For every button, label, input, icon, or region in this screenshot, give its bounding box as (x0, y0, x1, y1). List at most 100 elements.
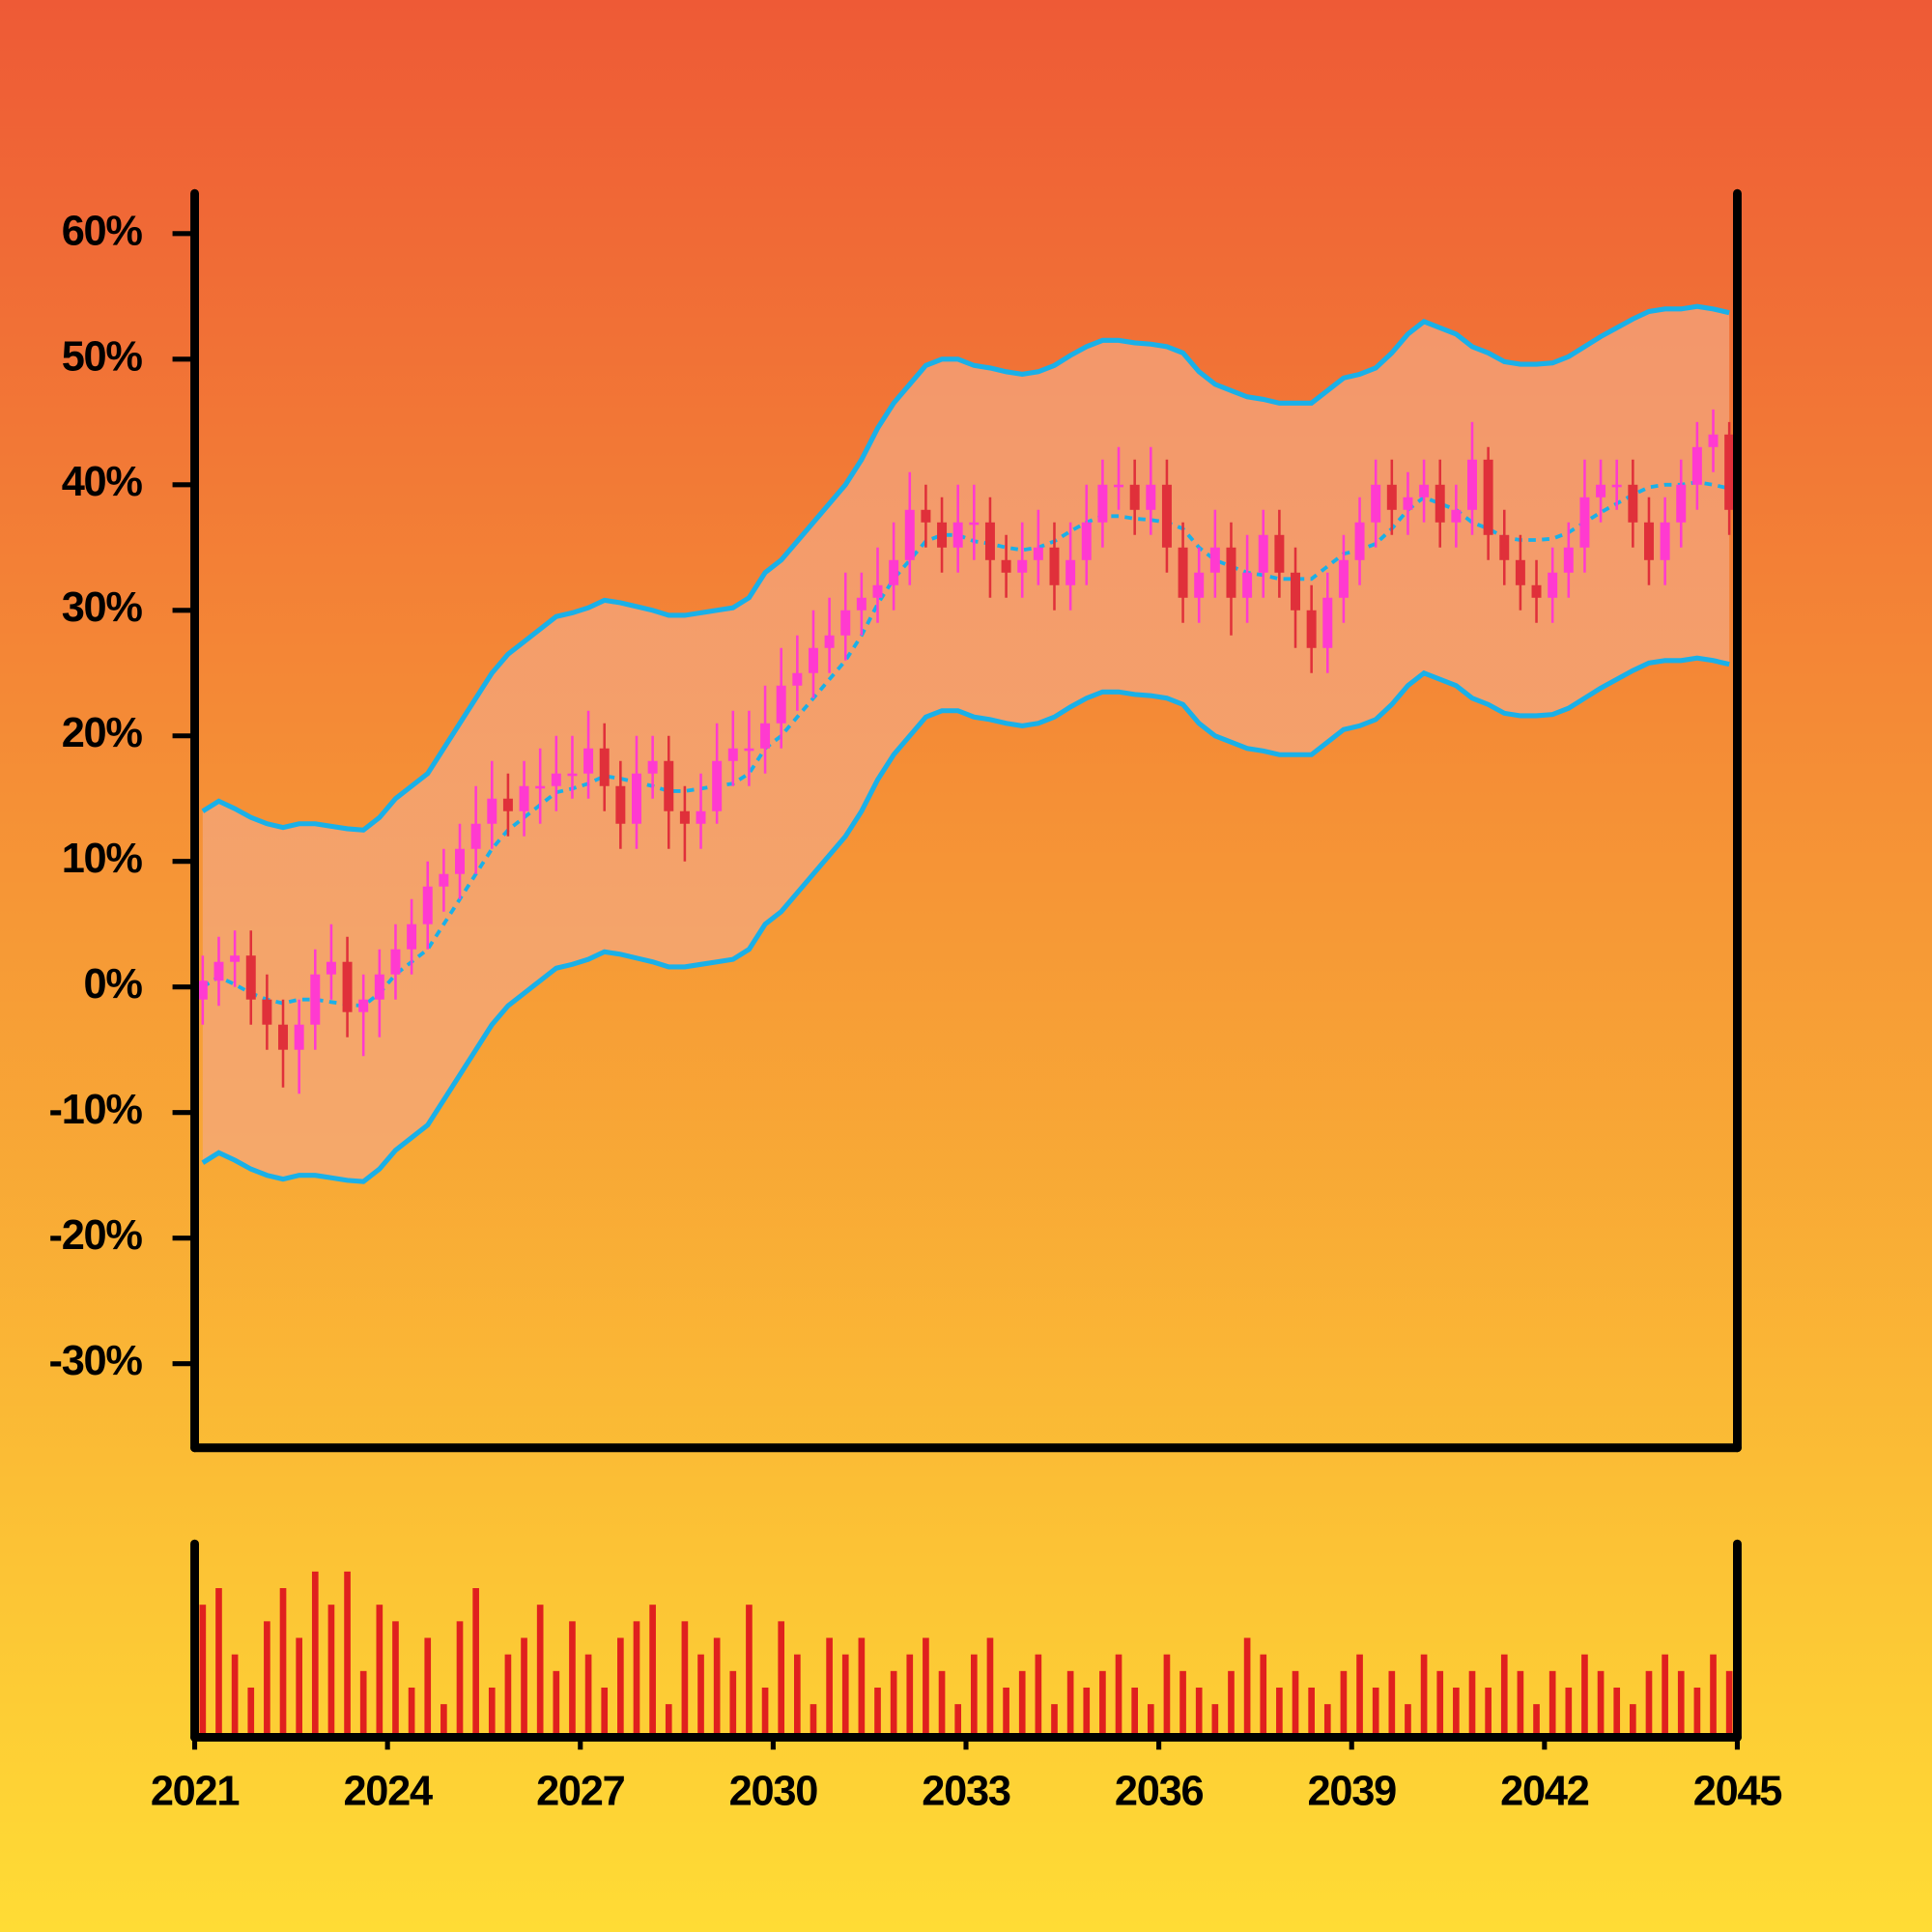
candle-body (1596, 484, 1606, 497)
volume-bar (1597, 1670, 1605, 1738)
volume-bar (1228, 1670, 1235, 1738)
candle-body (921, 509, 931, 523)
candle-body (439, 873, 449, 887)
volume-bar (1548, 1670, 1556, 1738)
volume-bar (890, 1670, 897, 1738)
volume-bar (601, 1687, 609, 1738)
candle-body (358, 999, 369, 1012)
candle-body (374, 974, 384, 1000)
band-fill (202, 306, 1730, 1182)
candle-body (1628, 484, 1638, 523)
candle-body (230, 955, 241, 962)
candle-body (1515, 559, 1525, 585)
candle-body (1531, 584, 1542, 598)
candle-body (1643, 522, 1654, 560)
volume-bar (1131, 1687, 1138, 1738)
candle-body (583, 748, 594, 774)
volume-bar (408, 1687, 415, 1738)
volume-bar (569, 1621, 576, 1738)
y-tick-label: 0% (84, 961, 143, 1008)
y-tick-label: -20% (49, 1212, 143, 1259)
volume-bar (1405, 1704, 1411, 1738)
volume-bar (1147, 1704, 1154, 1738)
candle-body (937, 522, 948, 548)
y-tick-label: 30% (62, 584, 143, 631)
candle-body (1129, 484, 1140, 510)
candle-body (1483, 459, 1493, 535)
volume-bar (504, 1654, 512, 1738)
candle-body (1467, 459, 1477, 510)
candle-body (342, 961, 353, 1012)
x-tick-label: 2024 (343, 1769, 433, 1815)
candle-body (1386, 484, 1397, 510)
candle-body (1611, 484, 1622, 488)
candle-body (197, 980, 208, 1000)
candle-body (1258, 534, 1268, 573)
volume-bar (1323, 1704, 1331, 1738)
candle-body (664, 760, 674, 811)
volume-bar (954, 1704, 962, 1738)
candle-body (1579, 497, 1590, 548)
volume-bar (1436, 1670, 1444, 1738)
candle-body (952, 522, 963, 548)
volume-bar (778, 1621, 785, 1738)
volume-bar (1517, 1670, 1524, 1738)
candle-body (1338, 559, 1349, 598)
candle-body (1676, 484, 1687, 523)
y-tick-label: 20% (62, 710, 143, 756)
candle-body (1451, 509, 1462, 523)
x-tick-label: 2030 (729, 1769, 818, 1815)
candle-body (1724, 434, 1735, 510)
plot (197, 303, 1735, 1738)
volume-bar (553, 1670, 560, 1738)
y-tick-label: -10% (49, 1087, 143, 1133)
volume-bar (1243, 1637, 1251, 1738)
candle-body (696, 810, 706, 824)
candle-body (1226, 547, 1236, 598)
volume-bar (1115, 1654, 1122, 1738)
volume-bar (1533, 1704, 1540, 1738)
volume-bar (1630, 1704, 1636, 1738)
volume-bar (1645, 1670, 1653, 1738)
candle-body (551, 773, 561, 786)
volume-bar (311, 1571, 319, 1738)
candle-body (727, 748, 738, 761)
volume-bar (794, 1654, 801, 1738)
volume-bar (1308, 1687, 1315, 1738)
candle-body (1033, 547, 1043, 560)
volume-bar (215, 1588, 222, 1738)
candle-body (1017, 559, 1028, 573)
volume-bar (681, 1621, 689, 1738)
candle-body (760, 723, 771, 749)
volume-bar (1292, 1670, 1299, 1738)
volume-bar (1710, 1654, 1717, 1738)
candle-body (1242, 572, 1253, 598)
volume-bar (841, 1654, 849, 1738)
volume-bar (1356, 1654, 1363, 1738)
volume-bar (1468, 1670, 1476, 1738)
candle-body (889, 559, 899, 585)
volume-bar (327, 1605, 335, 1738)
volume-bar (923, 1637, 929, 1738)
volume-bar (1195, 1687, 1203, 1738)
volume-bar (874, 1687, 881, 1738)
volume-bar (1372, 1687, 1379, 1738)
volume-bar (344, 1571, 351, 1738)
volume-bar (1035, 1654, 1042, 1738)
volume-bar (1003, 1687, 1009, 1738)
volume-bar (1485, 1687, 1492, 1738)
volume-bar (1662, 1654, 1668, 1738)
candle-body (1065, 559, 1076, 585)
candle-body (1178, 547, 1188, 598)
volume-bar (279, 1588, 287, 1738)
candle-body (904, 509, 915, 560)
volume-bar (986, 1637, 994, 1738)
candle-body (567, 773, 578, 777)
volume-bar (1613, 1687, 1621, 1738)
candle-body (647, 760, 658, 774)
candle-body (1371, 484, 1381, 523)
volume-bar (440, 1704, 447, 1738)
volume-bar (456, 1621, 464, 1738)
volume-bar (1420, 1654, 1428, 1738)
